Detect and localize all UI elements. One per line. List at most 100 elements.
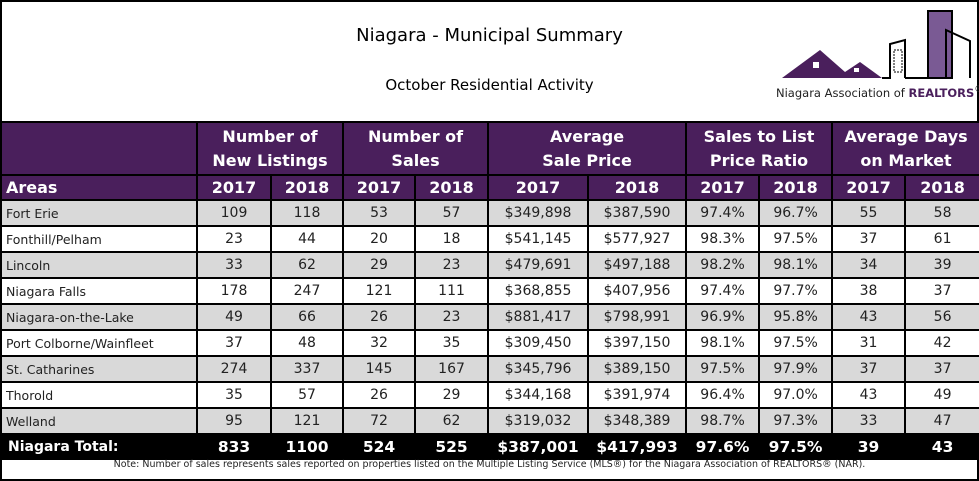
table-row: Lincoln 33 62 29 23 $479,691 $497,188 98.2% 98.1… bbox=[0, 251, 979, 279]
table-row: St. Catharines 274 337 145 167 $345,796 $389,1… bbox=[0, 355, 979, 383]
cell-listings-2017: 23 bbox=[196, 225, 272, 253]
cell-sales-2018: 111 bbox=[414, 277, 490, 305]
header-year-2017: 2017 bbox=[342, 174, 417, 201]
cell-listings-2018: 1100 bbox=[269, 433, 345, 460]
cell-price-2018: $577,927 bbox=[587, 225, 688, 253]
cell-dom-2017: 31 bbox=[831, 329, 907, 357]
cell-listings-2018: 337 bbox=[269, 355, 345, 383]
cell-area: Lincoln bbox=[0, 251, 198, 279]
cell-dom-2017: 34 bbox=[831, 251, 907, 279]
cell-sales-2017: 26 bbox=[342, 381, 417, 409]
table-row: Niagara-on-the-Lake 49 66 26 23 $881,417 $798,… bbox=[0, 303, 979, 331]
header-new-listings: Number of New Listings bbox=[195, 121, 345, 176]
municipal-summary-table: Number of New Listings Number of Sales A… bbox=[0, 121, 979, 460]
cell-ratio-2018: 98.1% bbox=[758, 251, 834, 279]
header-year-2018: 2018 bbox=[269, 174, 345, 201]
header-year-2017: 2017 bbox=[196, 174, 272, 201]
cell-listings-2018: 57 bbox=[269, 381, 345, 409]
cell-listings-2017: 49 bbox=[196, 303, 272, 331]
realtors-logo bbox=[782, 10, 971, 79]
cell-listings-2017: 37 bbox=[196, 329, 272, 357]
cell-area: Fonthill/Pelham bbox=[0, 225, 198, 253]
table-row: Fort Erie 109 118 53 57 $349,898 $387,590 97.4%… bbox=[0, 199, 979, 227]
cell-price-2017: $541,145 bbox=[487, 225, 590, 253]
cell-price-2018: $389,150 bbox=[587, 355, 688, 383]
cell-dom-2018: 49 bbox=[904, 381, 979, 409]
footnote: Note: Number of sales represents sales r… bbox=[113, 459, 866, 470]
cell-area: Niagara Total: bbox=[0, 433, 198, 460]
total-row: Niagara Total: 833 1100 524 525 $387,001 $417,… bbox=[0, 433, 979, 460]
table-row: Port Colborne/Wainfleet 37 48 32 35 $309,450 $… bbox=[0, 329, 979, 357]
cell-area: Thorold bbox=[0, 381, 198, 409]
cell-ratio-2018: 97.5% bbox=[758, 433, 834, 460]
header-sales-list-ratio: Sales to List Price Ratio bbox=[685, 121, 834, 176]
cell-listings-2017: 274 bbox=[196, 355, 272, 383]
cell-ratio-2018: 96.7% bbox=[758, 199, 834, 227]
cell-price-2017: $344,168 bbox=[487, 381, 590, 409]
cell-listings-2017: 95 bbox=[196, 407, 272, 435]
cell-sales-2017: 72 bbox=[342, 407, 417, 435]
cell-ratio-2017: 98.1% bbox=[685, 329, 761, 357]
cell-price-2017: $309,450 bbox=[487, 329, 590, 357]
cell-sales-2018: 167 bbox=[414, 355, 490, 383]
cell-area: Port Colborne/Wainfleet bbox=[0, 329, 198, 357]
cell-dom-2017: 38 bbox=[831, 277, 907, 305]
cell-ratio-2017: 97.4% bbox=[685, 199, 761, 227]
table-row: Welland 95 121 72 62 $319,032 $348,389 98.7% 97.… bbox=[0, 407, 979, 435]
cell-ratio-2017: 97.5% bbox=[685, 355, 761, 383]
cell-ratio-2018: 97.7% bbox=[758, 277, 834, 305]
cell-sales-2017: 121 bbox=[342, 277, 417, 305]
cell-listings-2017: 33 bbox=[196, 251, 272, 279]
cell-price-2018: $387,590 bbox=[587, 199, 688, 227]
cell-ratio-2018: 97.5% bbox=[758, 225, 834, 253]
cell-dom-2017: 33 bbox=[831, 407, 907, 435]
cell-dom-2018: 47 bbox=[904, 407, 979, 435]
cell-dom-2017: 37 bbox=[831, 355, 907, 383]
cell-price-2017: $349,898 bbox=[487, 199, 590, 227]
cell-sales-2018: 57 bbox=[414, 199, 490, 227]
header-year-2018: 2018 bbox=[414, 174, 490, 201]
cell-sales-2018: 525 bbox=[414, 433, 490, 460]
cell-ratio-2017: 98.2% bbox=[685, 251, 761, 279]
cell-ratio-2018: 97.0% bbox=[758, 381, 834, 409]
table-row: Thorold 35 57 26 29 $344,168 $391,974 96.4% 97.0… bbox=[0, 381, 979, 409]
cell-price-2018: $798,991 bbox=[587, 303, 688, 331]
cell-dom-2018: 43 bbox=[904, 433, 979, 460]
cell-price-2018: $497,188 bbox=[587, 251, 688, 279]
cell-listings-2018: 66 bbox=[269, 303, 345, 331]
cell-dom-2018: 56 bbox=[904, 303, 979, 331]
cell-dom-2018: 61 bbox=[904, 225, 979, 253]
header-year-2017: 2017 bbox=[831, 174, 907, 201]
cell-sales-2018: 23 bbox=[414, 251, 490, 279]
cell-dom-2017: 43 bbox=[831, 381, 907, 409]
header-year-2018: 2018 bbox=[904, 174, 979, 201]
header-year-2017: 2017 bbox=[685, 174, 761, 201]
cell-dom-2017: 39 bbox=[831, 433, 907, 460]
cell-ratio-2018: 97.3% bbox=[758, 407, 834, 435]
cell-listings-2017: 35 bbox=[196, 381, 272, 409]
cell-ratio-2017: 96.9% bbox=[685, 303, 761, 331]
cell-price-2018: $407,956 bbox=[587, 277, 688, 305]
cell-ratio-2017: 98.3% bbox=[685, 225, 761, 253]
cell-area: Niagara-on-the-Lake bbox=[0, 303, 198, 331]
header-year-2018: 2018 bbox=[758, 174, 834, 201]
cell-listings-2017: 109 bbox=[196, 199, 272, 227]
cell-area: St. Catharines bbox=[0, 355, 198, 383]
cell-price-2018: $417,993 bbox=[587, 433, 688, 460]
cell-sales-2018: 35 bbox=[414, 329, 490, 357]
cell-area: Niagara Falls bbox=[0, 277, 198, 305]
cell-ratio-2017: 97.6% bbox=[685, 433, 761, 460]
cell-ratio-2018: 95.8% bbox=[758, 303, 834, 331]
cell-sales-2017: 145 bbox=[342, 355, 417, 383]
cell-price-2017: $479,691 bbox=[487, 251, 590, 279]
cell-sales-2017: 29 bbox=[342, 251, 417, 279]
cell-price-2018: $397,150 bbox=[587, 329, 688, 357]
table-row: Niagara Falls 178 247 121 111 $368,855 $407,95… bbox=[0, 277, 979, 305]
cell-sales-2017: 20 bbox=[342, 225, 417, 253]
cell-dom-2018: 37 bbox=[904, 355, 979, 383]
cell-sales-2017: 524 bbox=[342, 433, 417, 460]
cell-listings-2018: 247 bbox=[269, 277, 345, 305]
cell-ratio-2017: 98.7% bbox=[685, 407, 761, 435]
cell-area: Welland bbox=[0, 407, 198, 435]
cell-price-2017: $345,796 bbox=[487, 355, 590, 383]
